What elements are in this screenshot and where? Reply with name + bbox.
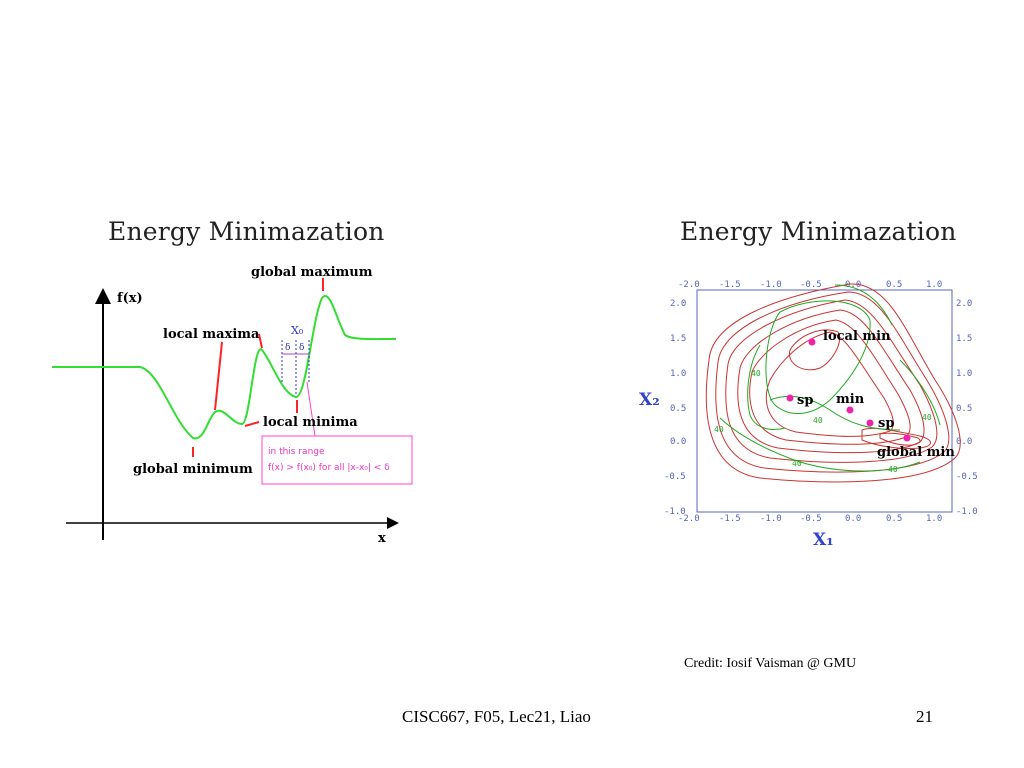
range-box-line-2: f(x) > f(x₀) for all |x-x₀| < δ — [268, 463, 390, 473]
left-y-axis-label: f(x) — [117, 291, 143, 306]
range-box-line-1: in this range — [268, 447, 325, 457]
x-tick-bottom: -2.0 — [678, 514, 700, 524]
contour-label: 40 — [714, 425, 724, 434]
page-number: 21 — [916, 707, 933, 726]
y-tick-left: 1.5 — [670, 334, 686, 344]
right-x-axis-label: X₁ — [813, 530, 834, 550]
contour-label: 40 — [922, 413, 932, 422]
x-tick-top: -1.0 — [760, 280, 782, 290]
local-min-point — [808, 338, 816, 346]
x-tick-top: -1.5 — [719, 280, 741, 290]
x-tick-bottom: 1.0 — [926, 514, 942, 524]
left-x-axis-label: x — [378, 531, 386, 546]
x-tick-top: 0.5 — [886, 280, 902, 290]
contour-label: 40 — [792, 459, 802, 468]
slide-footer: CISC667, F05, Lec21, Liao — [402, 707, 591, 726]
local-maxima-label: local maxima — [163, 327, 260, 342]
global-maximum-label: global maximum — [251, 265, 373, 280]
contour-label: 40 — [813, 416, 823, 425]
sp-right-label: sp — [878, 416, 894, 431]
x-ticks-bottom: -2.0 -1.5 -1.0 -0.5 0.0 0.5 1.0 — [678, 514, 942, 524]
x-tick-top: 0.0 — [845, 280, 861, 290]
x-tick-bottom: -1.0 — [760, 514, 782, 524]
x0-label: X₀ — [291, 324, 304, 337]
y-tick-right: 1.0 — [956, 369, 972, 379]
y-tick-left: 1.0 — [670, 369, 686, 379]
y-tick-right: 0.0 — [956, 437, 972, 447]
x-ticks-top: -2.0 -1.5 -1.0 -0.5 0.0 0.5 1.0 — [678, 280, 942, 290]
x-tick-top: -2.0 — [678, 280, 700, 290]
x-tick-top: 1.0 — [926, 280, 942, 290]
y-tick-left: -0.5 — [664, 472, 686, 482]
x-tick-bottom: 0.0 — [845, 514, 861, 524]
y-tick-left: 2.0 — [670, 299, 686, 309]
contour-label: 40 — [888, 465, 898, 474]
y-tick-left: 0.5 — [670, 404, 686, 414]
global-minimum-label: global minimum — [133, 462, 253, 477]
global-min-label: global min — [877, 445, 955, 460]
right-panel-title: Energy Minimazation — [680, 217, 957, 246]
contour-plot-frame — [696, 289, 953, 513]
y-tick-right: 0.5 — [956, 404, 972, 414]
range-box-pointer — [306, 381, 316, 437]
range-box — [261, 435, 413, 485]
sp-left-label: sp — [797, 393, 813, 408]
y-tick-right: -0.5 — [956, 472, 978, 482]
x-tick-bottom: -1.5 — [719, 514, 741, 524]
sp-right-point — [866, 419, 874, 427]
y-tick-right: -1.0 — [956, 507, 978, 517]
right-y-axis-label: X₂ — [639, 390, 660, 410]
left-panel-title: Energy Minimazation — [108, 217, 385, 246]
min-point — [846, 406, 854, 414]
y-ticks-right: 2.0 1.5 1.0 0.5 0.0 -0.5 -1.0 — [956, 299, 978, 517]
y-tick-right: 2.0 — [956, 299, 972, 309]
y-tick-left: 0.0 — [670, 437, 686, 447]
right-contour-plot: -2.0 -1.5 -1.0 -0.5 0.0 0.5 1.0 -2.0 -1.… — [639, 280, 978, 550]
x-tick-top: -0.5 — [800, 280, 822, 290]
y-ticks-left: 2.0 1.5 1.0 0.5 0.0 -0.5 -1.0 — [664, 299, 686, 517]
local-maxima-pointer-2 — [258, 333, 263, 349]
local-min-label: local min — [823, 329, 891, 344]
red-contours — [705, 283, 961, 483]
left-energy-diagram: f(x) x X₀ δ δ global maximum local maxim… — [52, 265, 413, 546]
delta-left-label: δ — [285, 343, 290, 353]
x-tick-bottom: 0.5 — [886, 514, 902, 524]
energy-curve — [52, 295, 397, 440]
local-maxima-pointer-1 — [214, 341, 223, 411]
min-label: min — [836, 392, 865, 407]
contour-label: 40 — [751, 369, 761, 378]
global-min-point — [903, 434, 911, 442]
delta-right-label: δ — [299, 343, 304, 353]
local-minima-pointer-1 — [244, 421, 260, 427]
sp-left-point — [786, 394, 794, 402]
y-tick-left: -1.0 — [664, 507, 686, 517]
y-tick-right: 1.5 — [956, 334, 972, 344]
green-contours — [719, 284, 941, 472]
local-minima-label: local minima — [263, 415, 358, 430]
x-tick-bottom: -0.5 — [800, 514, 822, 524]
credit-text: Credit: Iosif Vaisman @ GMU — [684, 656, 857, 671]
